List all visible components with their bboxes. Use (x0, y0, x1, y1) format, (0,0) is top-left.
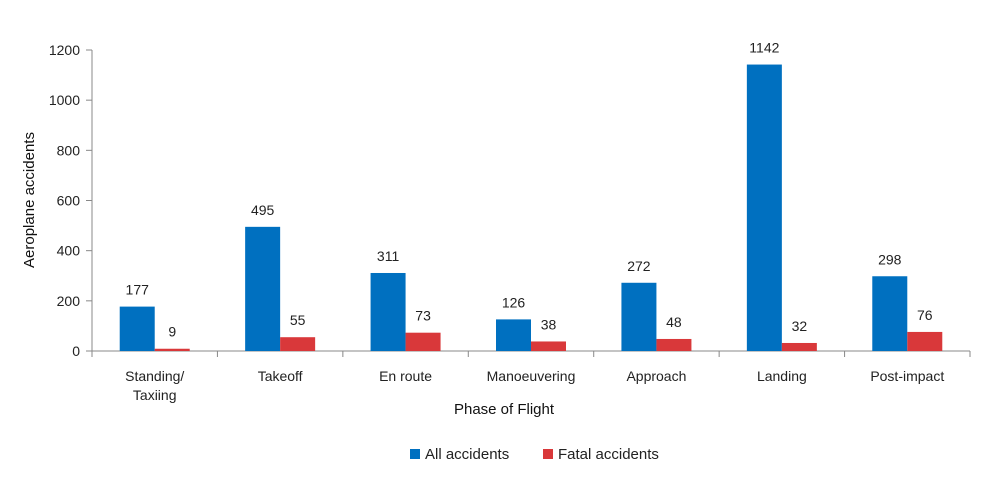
data-label: 38 (541, 316, 557, 332)
y-tick-label: 800 (57, 142, 81, 158)
data-label: 177 (126, 282, 150, 298)
bar-all-accidents (119, 306, 155, 351)
data-label: 126 (502, 294, 526, 310)
x-axis: Standing/Taxiing Takeoff En route Manoeuver… (91, 350, 971, 403)
y-axis: 0 200 400 600 800 1000 1200 (49, 42, 93, 359)
y-tick-label: 200 (57, 293, 81, 309)
data-label: 73 (415, 308, 431, 324)
legend: All accidents Fatal accidents (410, 446, 659, 463)
bar-fatal-accidents (781, 342, 817, 351)
legend-all-accidents-swatch (410, 449, 420, 459)
bar-all-accidents (370, 272, 406, 351)
x-tick-label: Approach (626, 368, 686, 384)
data-labels: 177 9 495 55 311 73 126 38 272 48 1142 32 298 76 (126, 40, 933, 340)
bar-fatal-accidents (531, 341, 566, 351)
x-tick-label: Takeoff (258, 368, 303, 384)
legend-fatal-accidents-swatch (543, 449, 553, 459)
x-tick-label: Taxiing (133, 387, 177, 403)
bar-fatal-accidents (907, 331, 943, 351)
data-label: 9 (168, 324, 176, 340)
y-tick-label: 0 (72, 343, 80, 359)
bar-fatal-accidents (656, 338, 692, 351)
x-tick-label: Post-impact (870, 368, 944, 384)
data-label: 76 (917, 307, 933, 323)
bars (119, 64, 943, 351)
data-label: 48 (666, 314, 682, 330)
bar-fatal-accidents (154, 348, 190, 351)
x-tick-label: Manoeuvering (487, 368, 576, 384)
bar-all-accidents (746, 64, 782, 351)
bar-all-accidents (245, 226, 281, 351)
bar-all-accidents (621, 282, 657, 351)
y-axis-title: Aeroplane accidents (21, 132, 38, 268)
data-label: 1142 (749, 40, 779, 56)
bar-all-accidents (496, 319, 531, 351)
y-tick-label: 400 (57, 243, 81, 259)
data-label: 55 (290, 312, 306, 328)
legend-fatal-accidents-label: Fatal accidents (558, 446, 659, 463)
data-label: 298 (878, 251, 902, 267)
data-label: 495 (251, 202, 275, 218)
bar-all-accidents (872, 276, 908, 351)
y-tick-label: 1200 (49, 42, 80, 58)
data-label: 32 (792, 318, 808, 334)
x-axis-title: Phase of Flight (454, 401, 555, 418)
bar-fatal-accidents (280, 337, 316, 351)
data-label: 272 (627, 258, 651, 274)
y-tick-label: 1000 (49, 92, 80, 108)
x-tick-label: Standing/ (125, 368, 184, 384)
y-tick-label: 600 (57, 193, 81, 209)
legend-all-accidents-label: All accidents (425, 446, 509, 463)
bar-fatal-accidents (405, 332, 441, 351)
x-tick-label: En route (379, 368, 432, 384)
x-tick-label: Landing (757, 368, 807, 384)
data-label: 311 (377, 248, 400, 264)
